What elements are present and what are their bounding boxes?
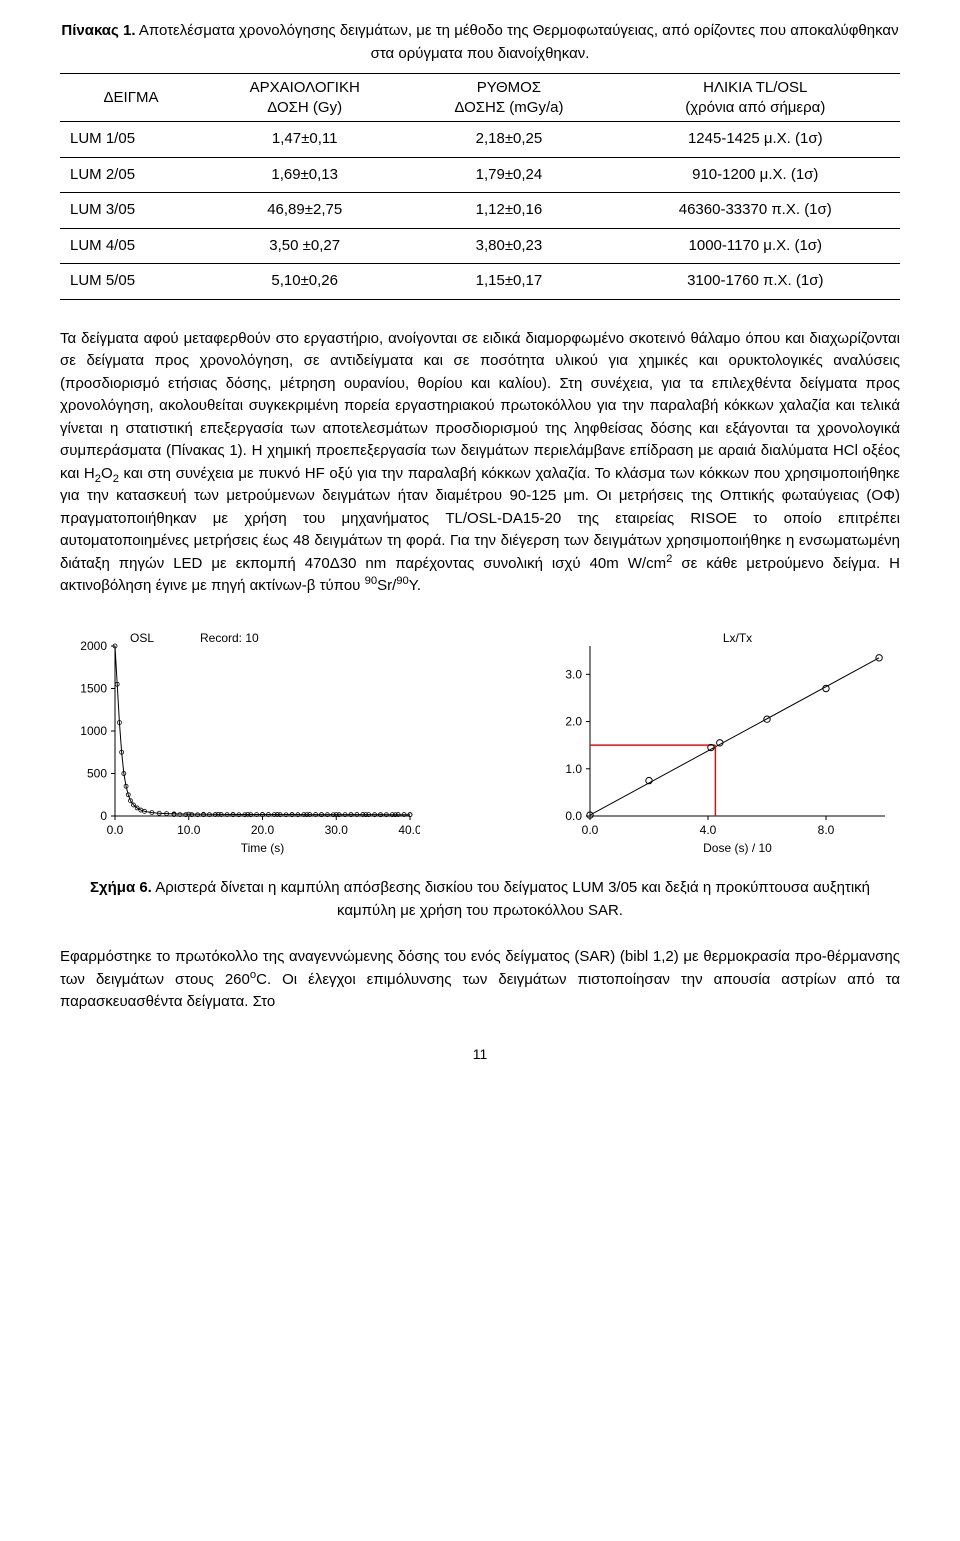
svg-text:1500: 1500 <box>80 681 107 695</box>
svg-text:0.0: 0.0 <box>565 809 582 823</box>
table-row: LUM 3/0546,89±2,751,12±0,1646360-33370 π… <box>60 193 900 229</box>
table-cell: 46360-33370 π.Χ. (1σ) <box>611 193 900 229</box>
figure-caption: Σχήμα 6. Αριστερά δίνεται η καμπύλη απόσ… <box>60 877 900 922</box>
svg-text:500: 500 <box>87 766 107 780</box>
table-cell: 46,89±2,75 <box>202 193 407 229</box>
svg-text:1000: 1000 <box>80 724 107 738</box>
svg-text:30.0: 30.0 <box>325 823 349 837</box>
table-cell: LUM 1/05 <box>60 122 202 158</box>
table-cell: 1,12±0,16 <box>407 193 610 229</box>
svg-text:2000: 2000 <box>80 639 107 653</box>
table-row: LUM 1/051,47±0,112,18±0,251245-1425 μ.Χ.… <box>60 122 900 158</box>
left-chart: 0 500 1000 1500 2000 0.0 10.0 20.0 30.0 40.0 Time … <box>60 626 420 864</box>
figure-caption-label: Σχήμα 6. <box>90 879 152 896</box>
svg-text:4.0: 4.0 <box>700 823 717 837</box>
svg-text:Time (s): Time (s) <box>241 841 285 855</box>
table-cell: 1000-1170 μ.Χ. (1σ) <box>611 228 900 264</box>
svg-text:40.0: 40.0 <box>398 823 420 837</box>
table-cell: 1,69±0,13 <box>202 157 407 193</box>
table-cell: 2,18±0,25 <box>407 122 610 158</box>
svg-text:3.0: 3.0 <box>565 667 582 681</box>
svg-text:2.0: 2.0 <box>565 714 582 728</box>
bottom-paragraph: Εφαρμόστηκε το πρωτόκολλο της αναγεννώμε… <box>60 946 900 1014</box>
table-cell: 1,79±0,24 <box>407 157 610 193</box>
svg-text:1.0: 1.0 <box>565 761 582 775</box>
table-cell: LUM 5/05 <box>60 264 202 300</box>
main-paragraph: Τα δείγματα αφού μεταφερθούν στο εργαστή… <box>60 328 900 598</box>
table-cell: 1245-1425 μ.Χ. (1σ) <box>611 122 900 158</box>
table-caption: Πίνακας 1. Αποτελέσματα χρονολόγησης δει… <box>60 20 900 65</box>
col-sample: ΔΕΙΓΜΑ <box>60 74 202 122</box>
svg-text:Record: 10: Record: 10 <box>200 631 259 645</box>
svg-text:Lx/Tx: Lx/Tx <box>723 631 752 645</box>
table-cell: 1,47±0,11 <box>202 122 407 158</box>
figure-row: 0 500 1000 1500 2000 0.0 10.0 20.0 30.0 40.0 Time … <box>60 626 900 864</box>
table-cell: 910-1200 μ.Χ. (1σ) <box>611 157 900 193</box>
table-header-row: ΔΕΙΓΜΑ ΑΡΧΑΙΟΛΟΓΙΚΗΔΟΣΗ (Gy) ΡΥΘΜΟΣΔΟΣΗΣ… <box>60 74 900 122</box>
table-row: LUM 4/053,50 ±0,273,80±0,231000-1170 μ.Χ… <box>60 228 900 264</box>
col-dose: ΑΡΧΑΙΟΛΟΓΙΚΗΔΟΣΗ (Gy) <box>202 74 407 122</box>
svg-text:0.0: 0.0 <box>107 823 124 837</box>
right-chart: 0.0 1.0 2.0 3.0 0.0 4.0 8.0 Dose (s) / 10 Lx/Tx <box>540 626 900 864</box>
table-cell: 5,10±0,26 <box>202 264 407 300</box>
page-number: 11 <box>60 1044 900 1065</box>
table-cell: LUM 3/05 <box>60 193 202 229</box>
table-caption-text: Αποτελέσματα χρονολόγησης δειγμάτων, με … <box>139 22 899 62</box>
svg-text:20.0: 20.0 <box>251 823 275 837</box>
table-row: LUM 2/051,69±0,131,79±0,24910-1200 μ.Χ. … <box>60 157 900 193</box>
svg-text:OSL: OSL <box>130 631 154 645</box>
table-row: LUM 5/055,10±0,261,15±0,173100-1760 π.Χ.… <box>60 264 900 300</box>
table-cell: 3,50 ±0,27 <box>202 228 407 264</box>
svg-text:0.0: 0.0 <box>582 823 599 837</box>
table-cell: LUM 4/05 <box>60 228 202 264</box>
table-caption-label: Πίνακας 1. <box>61 22 135 39</box>
svg-text:0: 0 <box>100 809 107 823</box>
col-rate: ΡΥΘΜΟΣΔΟΣΗΣ (mGy/a) <box>407 74 610 122</box>
table-cell: 1,15±0,17 <box>407 264 610 300</box>
table-cell: LUM 2/05 <box>60 157 202 193</box>
table-cell: 3100-1760 π.Χ. (1σ) <box>611 264 900 300</box>
figure-caption-text: Αριστερά δίνεται η καμπύλη απόσβεσης δισ… <box>155 879 870 919</box>
svg-text:10.0: 10.0 <box>177 823 201 837</box>
svg-text:Dose (s) / 10: Dose (s) / 10 <box>703 841 772 855</box>
svg-text:8.0: 8.0 <box>818 823 835 837</box>
col-age: ΗΛΙΚΙΑ TL/OSL(χρόνια από σήμερα) <box>611 74 900 122</box>
results-table: ΔΕΙΓΜΑ ΑΡΧΑΙΟΛΟΓΙΚΗΔΟΣΗ (Gy) ΡΥΘΜΟΣΔΟΣΗΣ… <box>60 73 900 300</box>
table-cell: 3,80±0,23 <box>407 228 610 264</box>
